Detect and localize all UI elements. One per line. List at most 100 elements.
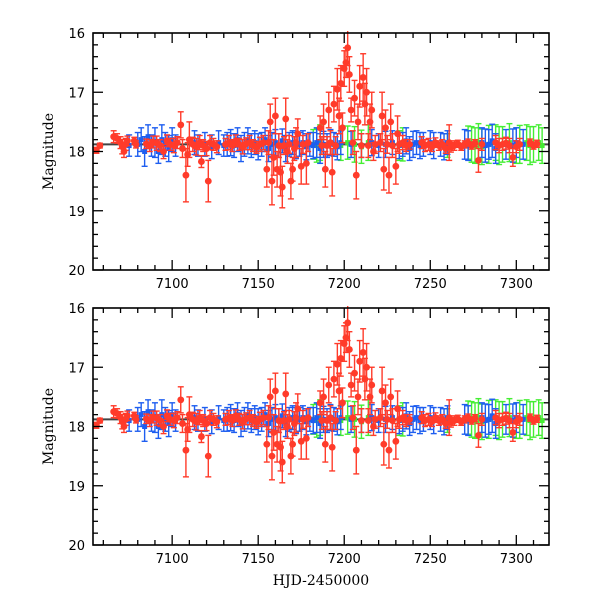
data-point — [516, 415, 524, 423]
data-point — [290, 415, 296, 421]
data-point — [328, 168, 336, 176]
data-point — [330, 100, 338, 108]
data-point — [328, 443, 336, 451]
data-point — [252, 415, 258, 421]
data-point — [310, 418, 316, 424]
data-point — [182, 171, 190, 179]
data-point — [352, 446, 360, 454]
data-point — [376, 139, 384, 147]
data-point — [475, 140, 481, 146]
data-point — [345, 415, 351, 421]
data-point — [471, 139, 479, 147]
data-point — [268, 177, 276, 185]
data-point — [471, 414, 479, 422]
data-point — [539, 143, 545, 149]
data-point — [265, 139, 272, 147]
data-point — [278, 183, 286, 191]
data-point — [160, 423, 167, 430]
data-point — [376, 143, 382, 149]
data-point — [359, 349, 367, 356]
data-point — [296, 416, 302, 422]
data-point — [387, 393, 395, 401]
data-point — [506, 142, 513, 149]
data-point — [356, 82, 364, 90]
data-point — [285, 140, 293, 148]
data-point — [262, 137, 268, 143]
data-point — [364, 142, 372, 149]
data-point — [510, 143, 516, 149]
data-point — [280, 142, 288, 149]
data-point — [475, 431, 482, 439]
data-point — [385, 446, 393, 454]
data-point — [392, 437, 400, 445]
data-point — [325, 381, 333, 389]
x-tick-label: 7100 — [156, 552, 189, 567]
x-tick-label: 7300 — [500, 552, 533, 567]
y-tick-label: 17 — [68, 86, 85, 101]
data-point — [332, 417, 340, 424]
data-point — [385, 171, 393, 179]
data-point — [380, 165, 388, 173]
data-point — [252, 140, 258, 146]
data-point — [349, 139, 357, 147]
data-point — [378, 387, 386, 395]
data-point — [179, 420, 186, 427]
data-point — [289, 440, 297, 448]
data-point — [280, 417, 288, 424]
data-point — [132, 415, 140, 423]
y-tick-label: 19 — [68, 205, 85, 220]
data-point — [344, 319, 352, 327]
data-point — [272, 415, 278, 421]
data-point — [376, 414, 384, 422]
data-point — [352, 171, 360, 179]
data-point — [358, 417, 365, 424]
data-point — [142, 424, 148, 429]
top-panel: 7100 7150 7200 7250 7300 16 17 18 19 20 Magnitude — [41, 27, 550, 292]
data-point — [327, 414, 334, 422]
data-point — [216, 140, 222, 146]
data-point — [321, 165, 329, 173]
data-point — [376, 418, 382, 424]
data-point — [539, 418, 545, 424]
data-point — [297, 437, 305, 445]
data-point — [213, 143, 221, 151]
data-point — [358, 142, 365, 149]
data-point — [270, 154, 278, 161]
x-tick-label: 7200 — [328, 277, 361, 292]
data-point — [383, 415, 391, 423]
data-point — [310, 143, 316, 149]
data-point — [333, 360, 341, 368]
series-red — [93, 31, 541, 209]
data-point — [406, 140, 414, 148]
data-point — [371, 140, 379, 148]
data-point — [278, 458, 286, 466]
data-point — [368, 106, 376, 114]
y-tick-label: 18 — [68, 421, 85, 436]
data-point — [363, 363, 370, 371]
data-point — [132, 140, 140, 148]
y-axis-title: Magnitude — [41, 388, 57, 465]
data-point — [414, 415, 420, 421]
data-point — [173, 139, 181, 147]
data-point — [124, 412, 131, 420]
data-point — [417, 418, 423, 424]
data-point — [156, 142, 164, 149]
data-point — [351, 94, 358, 102]
data-point — [364, 417, 372, 424]
data-point — [272, 112, 279, 120]
data-point — [204, 452, 212, 460]
data-point — [272, 387, 279, 395]
data-point — [335, 387, 343, 395]
data-point — [524, 415, 530, 421]
data-point — [509, 154, 517, 161]
data-point — [410, 141, 416, 147]
data-point — [414, 140, 420, 146]
data-point — [478, 140, 486, 148]
data-point — [269, 416, 275, 422]
data-point — [475, 415, 481, 421]
data-point — [489, 413, 495, 419]
data-point — [486, 141, 492, 147]
data-point — [363, 88, 370, 96]
data-point — [145, 134, 151, 140]
